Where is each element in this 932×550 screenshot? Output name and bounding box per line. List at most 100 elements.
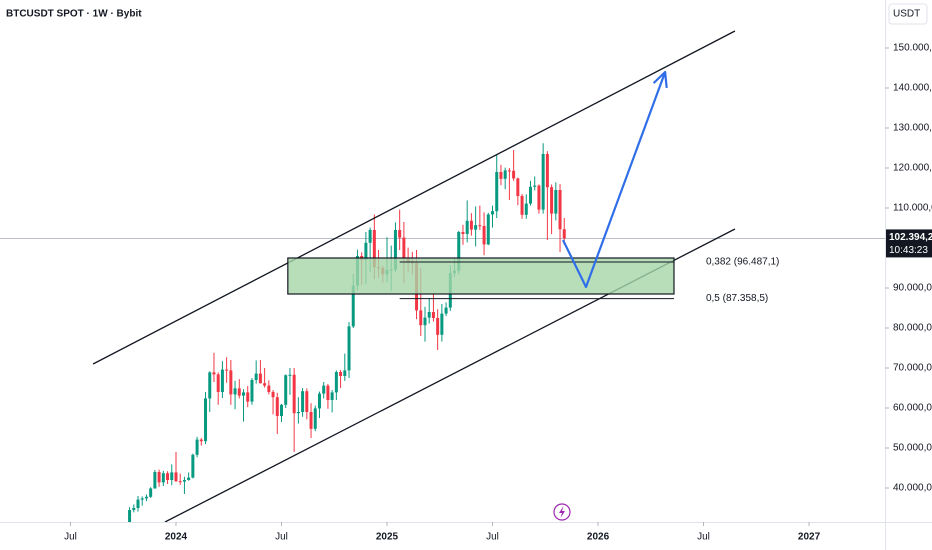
fib-label: 0,5 (87.358,5)	[706, 293, 768, 304]
candle-body	[482, 226, 486, 245]
candle-body	[301, 391, 305, 412]
candle-body	[195, 439, 199, 455]
x-tick-label: Jul	[275, 532, 288, 543]
candle-body	[250, 380, 254, 402]
price-badge	[886, 229, 932, 258]
candle-body	[170, 472, 174, 480]
candle-body	[229, 370, 233, 395]
y-tick-label: 90.000,0	[893, 283, 932, 294]
y-tick-label: 80.000,0	[893, 323, 932, 334]
candle-body	[334, 372, 338, 393]
candle-body	[545, 154, 549, 188]
candle-body	[212, 372, 216, 375]
current-price-label: 102.394,2	[889, 232, 932, 243]
candle-body	[478, 225, 482, 227]
candle-body	[271, 392, 275, 398]
candle-body	[431, 312, 435, 318]
candle-body	[237, 388, 241, 396]
support-zone	[287, 257, 675, 295]
candle-body	[220, 369, 224, 392]
candle-body	[187, 477, 191, 480]
candle-body	[516, 178, 520, 196]
fib-label: 0,382 (96.487,1)	[706, 257, 779, 268]
candle-body	[554, 190, 558, 214]
candle-body	[351, 285, 355, 327]
y-tick-label: 150.000,0	[893, 43, 932, 54]
candle-body	[465, 220, 469, 234]
candle-body	[562, 229, 566, 239]
event-bolt	[559, 506, 565, 518]
candle-body	[330, 392, 334, 400]
candle-body	[495, 172, 499, 212]
candle-body	[182, 480, 186, 482]
candle-body	[199, 439, 203, 442]
candle-body	[161, 473, 165, 483]
candle-body	[558, 190, 562, 230]
candle-body	[204, 398, 208, 442]
candle-body	[144, 496, 148, 499]
x-tick-label: 2027	[798, 532, 821, 543]
candle-body	[132, 508, 136, 510]
y-tick-label: 140.000,0	[893, 83, 932, 94]
candle-body	[174, 472, 178, 482]
candle-body	[309, 412, 313, 429]
x-tick-label: Jul	[697, 532, 710, 543]
candle-body	[440, 313, 444, 335]
candle-body	[507, 170, 511, 172]
channel-line	[92, 30, 736, 365]
candle-body	[322, 385, 326, 394]
x-tick-label: Jul	[486, 532, 499, 543]
candle-body	[520, 196, 524, 215]
candle-body	[166, 473, 170, 480]
candle-body	[242, 392, 246, 396]
candle-body	[512, 170, 516, 179]
candle-body	[436, 318, 440, 335]
candle-body	[296, 412, 300, 414]
candle-body	[372, 230, 376, 268]
candle-body	[178, 481, 182, 483]
candle-body	[153, 472, 157, 489]
candle-body	[313, 408, 317, 429]
y-tick-label: 60.000,0	[893, 403, 932, 414]
candle-body	[541, 154, 545, 210]
candle-body	[317, 393, 321, 409]
candle-body	[393, 230, 397, 270]
candle-body	[524, 203, 528, 215]
candle-body	[398, 230, 402, 238]
candle-body	[427, 312, 431, 318]
x-tick-label: Jul	[64, 532, 77, 543]
projection-arrowhead	[652, 70, 668, 89]
candle-body	[533, 185, 537, 187]
candle-body	[246, 392, 250, 402]
candle-body	[208, 372, 212, 399]
candle-body	[292, 374, 296, 414]
candle-body	[128, 510, 132, 522]
candle-body	[258, 373, 262, 384]
plot-area: 0,382 (96.487,1) 0,5 (87.358,5)	[0, 30, 885, 522]
candle-body	[444, 307, 448, 314]
candle-body	[550, 187, 554, 214]
y-tick-label: 70.000,0	[893, 363, 932, 374]
candle-body	[149, 488, 153, 497]
candle-body	[491, 211, 495, 215]
candle-body	[267, 385, 271, 392]
x-tick-label: 2024	[165, 532, 188, 543]
y-tick-label: 130.000,0	[893, 123, 932, 134]
candle-body	[402, 237, 406, 258]
candle-body	[537, 185, 541, 210]
chart-title: BTCUSDT SPOT · 1W · Bybit	[6, 9, 142, 20]
x-tick-label: 2026	[587, 532, 610, 543]
y-tick-label: 120.000,0	[893, 163, 932, 174]
currency-label[interactable]: USDT	[893, 9, 920, 20]
candle-body	[225, 369, 229, 371]
candle-body	[275, 397, 279, 416]
candle-body	[157, 472, 161, 483]
candle-body	[469, 220, 473, 230]
candle-body	[136, 499, 140, 508]
candle-body	[305, 391, 309, 412]
candle-body	[503, 170, 507, 179]
projection-path	[562, 71, 667, 289]
currency-box[interactable]	[888, 3, 928, 25]
